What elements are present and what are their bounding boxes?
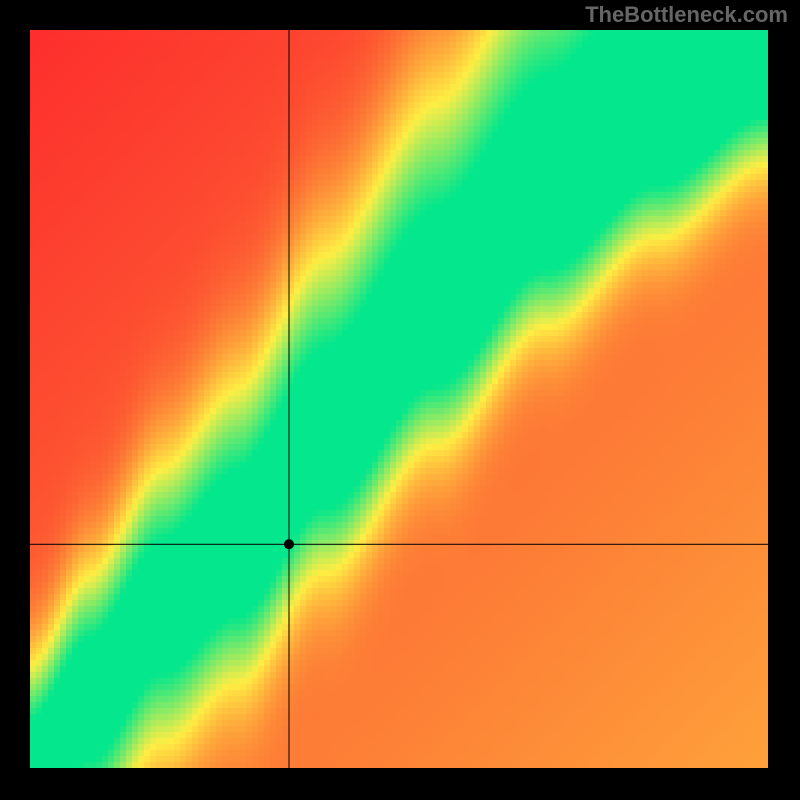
watermark-text: TheBottleneck.com xyxy=(585,2,788,28)
bottleneck-heatmap xyxy=(0,0,800,800)
chart-wrapper: TheBottleneck.com xyxy=(0,0,800,800)
